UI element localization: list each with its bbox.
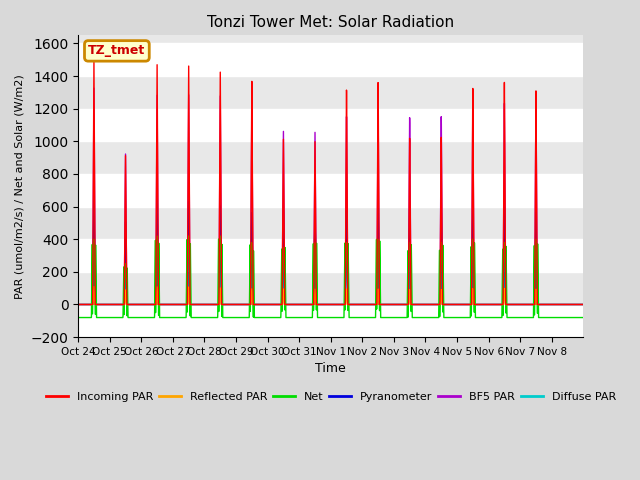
Incoming PAR xyxy=(90,59,98,65)
Bar xyxy=(78,11,583,44)
BF5 PAR xyxy=(507,301,515,307)
Pyranometer xyxy=(90,197,98,203)
Text: TZ_tmet: TZ_tmet xyxy=(88,44,145,58)
Pyranometer xyxy=(349,301,357,307)
BF5 PAR xyxy=(349,301,357,307)
Line: BF5 PAR: BF5 PAR xyxy=(78,88,583,304)
Net xyxy=(179,315,187,321)
BF5 PAR xyxy=(74,301,82,307)
Bar xyxy=(78,44,583,76)
Reflected PAR xyxy=(74,301,82,307)
Diffuse PAR xyxy=(494,301,502,307)
Net xyxy=(579,315,587,321)
Pyranometer xyxy=(579,301,587,307)
Line: Net: Net xyxy=(78,236,583,318)
Incoming PAR xyxy=(507,301,515,307)
Bar xyxy=(78,304,583,337)
Diffuse PAR xyxy=(349,301,357,307)
Pyranometer xyxy=(469,220,477,226)
Incoming PAR xyxy=(349,301,357,307)
Reflected PAR xyxy=(90,284,98,289)
BF5 PAR xyxy=(179,301,187,307)
Diffuse PAR xyxy=(376,301,384,307)
BF5 PAR xyxy=(469,132,477,138)
Bar xyxy=(78,76,583,109)
Bar xyxy=(78,142,583,174)
Net xyxy=(74,315,82,321)
Title: Tonzi Tower Met: Solar Radiation: Tonzi Tower Met: Solar Radiation xyxy=(207,15,454,30)
Reflected PAR xyxy=(579,301,587,307)
Incoming PAR xyxy=(579,301,587,307)
BF5 PAR xyxy=(90,85,98,91)
Pyranometer xyxy=(376,301,384,307)
Line: Pyranometer: Pyranometer xyxy=(78,200,583,304)
Bar xyxy=(78,174,583,206)
BF5 PAR xyxy=(579,301,587,307)
Legend: Incoming PAR, Reflected PAR, Net, Pyranometer, BF5 PAR, Diffuse PAR: Incoming PAR, Reflected PAR, Net, Pyrano… xyxy=(41,388,620,407)
Pyranometer xyxy=(74,301,82,307)
Incoming PAR xyxy=(494,301,502,307)
Bar xyxy=(78,239,583,272)
Line: Incoming PAR: Incoming PAR xyxy=(78,62,583,304)
Net xyxy=(507,315,515,321)
Incoming PAR xyxy=(74,301,82,307)
Net xyxy=(376,284,384,289)
Bar xyxy=(78,206,583,239)
Bar xyxy=(78,272,583,304)
Reflected PAR xyxy=(469,289,477,295)
Incoming PAR xyxy=(179,301,187,307)
Reflected PAR xyxy=(376,301,384,307)
Y-axis label: PAR (umol/m2/s) / Net and Solar (W/m2): PAR (umol/m2/s) / Net and Solar (W/m2) xyxy=(15,74,25,299)
Reflected PAR xyxy=(507,301,515,307)
Pyranometer xyxy=(507,301,515,307)
Net xyxy=(469,238,477,243)
Incoming PAR xyxy=(376,301,384,307)
Reflected PAR xyxy=(179,301,187,307)
BF5 PAR xyxy=(376,301,384,307)
Diffuse PAR xyxy=(579,301,587,307)
Line: Reflected PAR: Reflected PAR xyxy=(78,287,583,304)
Reflected PAR xyxy=(494,301,502,307)
Reflected PAR xyxy=(349,301,357,307)
Net xyxy=(349,315,357,321)
Diffuse PAR xyxy=(507,301,515,307)
X-axis label: Time: Time xyxy=(316,362,346,375)
BF5 PAR xyxy=(494,301,502,307)
Bar xyxy=(78,109,583,142)
Line: Diffuse PAR: Diffuse PAR xyxy=(78,200,583,304)
Pyranometer xyxy=(494,301,502,307)
Pyranometer xyxy=(179,301,187,307)
Diffuse PAR xyxy=(179,301,187,307)
Net xyxy=(494,315,502,321)
Diffuse PAR xyxy=(90,197,98,203)
Net xyxy=(153,233,161,239)
Diffuse PAR xyxy=(74,301,82,307)
Incoming PAR xyxy=(469,116,477,121)
Diffuse PAR xyxy=(469,274,477,280)
